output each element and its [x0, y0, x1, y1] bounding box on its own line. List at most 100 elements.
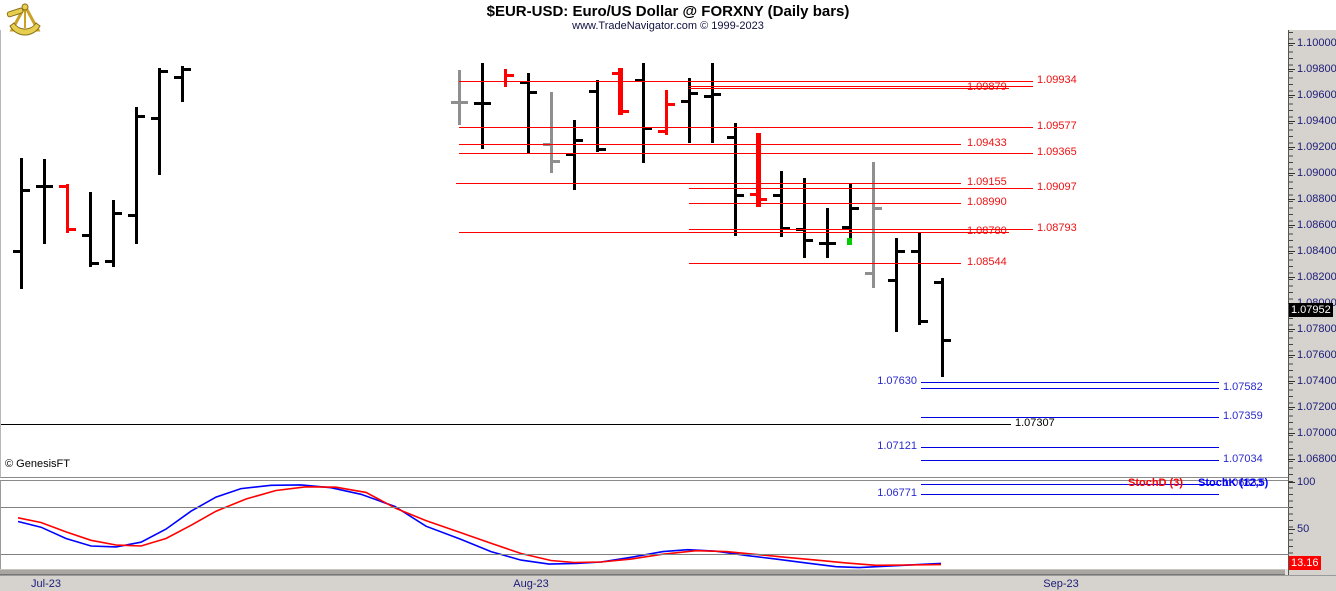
- axis-label: 1.07200: [1297, 401, 1336, 413]
- open-tick: [128, 214, 136, 217]
- price-level-line: [689, 188, 1033, 189]
- open-tick: [842, 226, 850, 229]
- stoch-legend-item: StochD (3): [1128, 477, 1183, 489]
- ohlc-bar: [780, 171, 783, 237]
- ohlc-bar: [112, 200, 115, 267]
- horizontal-scrollbar-thumb[interactable]: [0, 569, 1285, 575]
- buy-signal-marker: [847, 238, 852, 245]
- date-axis[interactable]: Jul-23 Aug-23 Sep-23: [0, 575, 1336, 591]
- close-tick: [575, 139, 583, 142]
- stoch-legend-item: StochK (12,5): [1198, 477, 1269, 489]
- close-tick: [851, 207, 859, 210]
- axis-label: 1.09200: [1297, 141, 1336, 153]
- axis-label: 1.09400: [1297, 115, 1336, 127]
- support-level-line: [921, 382, 1219, 383]
- close-tick: [759, 198, 767, 201]
- ohlc-bar: [665, 90, 668, 135]
- axis-label: 1.09800: [1297, 63, 1336, 75]
- date-axis-label: Sep-23: [1043, 578, 1079, 590]
- close-tick: [943, 339, 951, 342]
- price-chart-panel[interactable]: © GenesisFT 1.09934 1.09879 1.09577 1.09433…: [0, 30, 1289, 499]
- open-tick: [681, 100, 689, 103]
- open-tick: [750, 193, 758, 196]
- ohlc-bar: [918, 232, 921, 325]
- open-tick: [36, 185, 44, 188]
- open-tick: [888, 279, 896, 282]
- ohlc-bar: [711, 63, 714, 143]
- ohlc-bar: [803, 178, 806, 258]
- ohlc-bar: [181, 66, 184, 102]
- price-axis-ticks: [1289, 32, 1293, 475]
- close-tick: [552, 160, 560, 163]
- price-level-label: 1.09433: [967, 137, 1007, 149]
- ohlc-bar: [872, 162, 875, 288]
- support-level-line: [921, 417, 1219, 418]
- axis-label: 1.07800: [1297, 323, 1336, 335]
- price-level-line: [459, 232, 1009, 233]
- close-tick: [644, 127, 652, 130]
- open-tick: [566, 153, 574, 156]
- axis-label: 1.08600: [1297, 219, 1336, 231]
- close-tick: [874, 207, 882, 210]
- pivot-level-line: [1, 424, 1011, 425]
- price-level-line: [689, 263, 961, 264]
- open-tick: [612, 72, 620, 75]
- support-level-line: [921, 447, 1219, 448]
- ohlc-bar: [941, 278, 944, 377]
- close-tick: [621, 110, 629, 113]
- price-level-line: [459, 153, 1033, 154]
- axis-major-tick: [1288, 69, 1295, 70]
- ohlc-bar: [158, 68, 161, 175]
- axis-major-tick: [1288, 277, 1295, 278]
- close-tick: [160, 70, 168, 73]
- close-tick: [713, 93, 721, 96]
- axis-major-tick: [1288, 147, 1295, 148]
- stoch-axis-ticks: [1289, 481, 1293, 569]
- ohlc-bar: [826, 208, 829, 258]
- pivot-level-label: 1.07307: [1015, 417, 1055, 429]
- price-level-line: [459, 81, 1033, 82]
- ohlc-bar: [89, 192, 92, 267]
- open-tick: [105, 260, 113, 263]
- support-level-line: [921, 460, 1219, 461]
- stoch-series-line: [17, 484, 942, 569]
- support-level-line: [921, 494, 1219, 495]
- price-level-label: 1.08544: [967, 256, 1007, 268]
- axis-label: 50: [1297, 523, 1310, 535]
- axis-major-tick: [1288, 459, 1295, 460]
- chart-title: $EUR-USD: Euro/US Dollar @ FORXNY (Daily…: [486, 3, 850, 20]
- open-tick: [819, 242, 827, 245]
- genesis-watermark: © GenesisFT: [5, 458, 70, 470]
- price-level-label: 1.08793: [1037, 222, 1077, 234]
- axis-label: 1.10000: [1297, 37, 1336, 49]
- open-tick: [865, 272, 873, 275]
- horizontal-scrollbar-track[interactable]: [0, 569, 1288, 575]
- support-level-line: [921, 484, 1219, 485]
- support-level-label: 1.07121: [877, 440, 917, 452]
- axis-major-tick: [1288, 225, 1295, 226]
- ohlc-bar: [756, 133, 761, 207]
- open-tick: [911, 250, 919, 253]
- price-level-line: [456, 183, 961, 184]
- support-level-label: 1.06833: [1223, 477, 1263, 489]
- current-price-badge: 1.07952: [1289, 303, 1333, 317]
- axis-major-tick: [1288, 529, 1295, 530]
- open-tick: [474, 102, 482, 105]
- ohlc-bar: [688, 78, 691, 143]
- support-level-label: 1.07630: [877, 375, 917, 387]
- axis-major-tick: [1288, 329, 1295, 330]
- stoch-value-badge: 13.16: [1289, 556, 1321, 570]
- axis-major-tick: [1288, 173, 1295, 174]
- open-tick: [658, 130, 666, 133]
- close-tick: [805, 239, 813, 242]
- ohlc-bar: [895, 238, 898, 332]
- price-level-line: [689, 88, 1009, 89]
- close-tick: [529, 91, 537, 94]
- ohlc-bar: [135, 107, 138, 244]
- axis-label: 1.09600: [1297, 89, 1336, 101]
- ohlc-bar: [642, 63, 645, 163]
- axis-major-tick: [1288, 482, 1295, 483]
- axis-major-tick: [1288, 407, 1295, 408]
- close-tick: [897, 250, 905, 253]
